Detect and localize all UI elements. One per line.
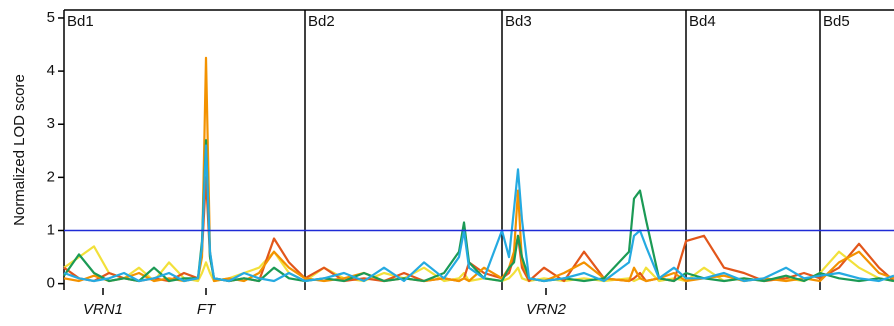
panel-label: Bd4 [689, 13, 716, 30]
panel-label: Bd2 [308, 13, 335, 30]
panel-label: Bd3 [505, 13, 532, 30]
y-tick-label: 3 [47, 115, 55, 132]
y-tick-label: 2 [47, 168, 55, 185]
lod-line [63, 144, 894, 283]
panel-label: Bd1 [67, 13, 94, 30]
y-axis-label: Normalized LOD score [11, 74, 28, 226]
lod-line [63, 56, 894, 283]
gene-label: VRN2 [526, 301, 567, 318]
y-tick-label: 4 [47, 62, 55, 79]
lod-line [63, 139, 894, 283]
y-tick-label: 0 [47, 275, 55, 292]
panel-label: Bd5 [823, 13, 850, 30]
gene-label: VRN1 [83, 301, 123, 318]
gene-label: FT [197, 301, 217, 318]
y-tick-label: 5 [47, 9, 55, 26]
y-tick-label: 1 [47, 221, 55, 238]
lod-line [63, 176, 894, 283]
